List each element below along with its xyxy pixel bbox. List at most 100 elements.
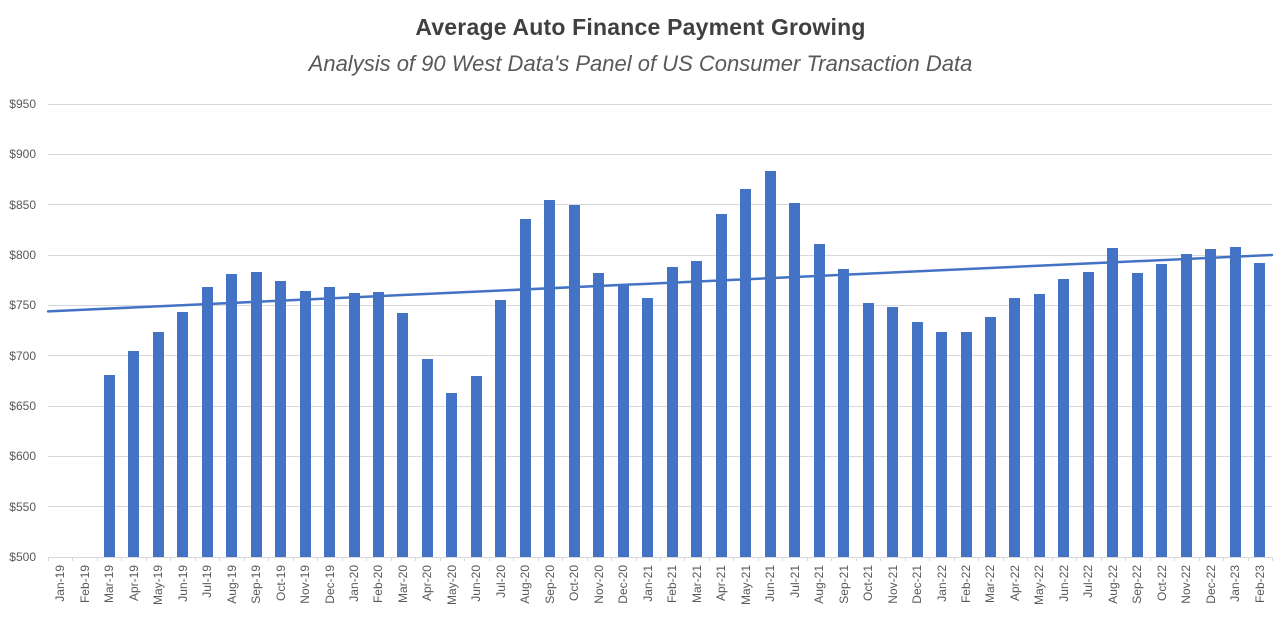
bar-Oct-22 (1156, 264, 1168, 557)
bar-Sep-21 (838, 269, 850, 557)
bar-Jan-21 (642, 298, 654, 557)
x-axis-tick (439, 557, 441, 561)
gridline (48, 204, 1272, 206)
y-axis-label: $700 (9, 348, 36, 363)
x-axis-label: Feb-23 (1252, 565, 1267, 604)
x-axis-tick (415, 557, 417, 561)
x-axis-label: Jun-20 (469, 565, 484, 602)
x-axis-label: Dec-21 (910, 565, 925, 604)
x-axis-tick (586, 557, 588, 561)
x-axis-tick (757, 557, 759, 561)
bar-Oct-20 (568, 204, 580, 557)
x-axis-tick (806, 557, 808, 561)
x-axis-tick (390, 557, 392, 561)
x-axis-tick (1125, 557, 1127, 561)
bar-Jan-23 (1229, 246, 1241, 557)
bar-Oct-21 (862, 303, 874, 557)
bar-Mar-22 (984, 317, 996, 557)
bar-Aug-21 (813, 243, 825, 557)
bar-Dec-20 (617, 284, 629, 557)
x-axis-label: Jun-21 (763, 565, 778, 602)
bar-May-19 (152, 331, 164, 557)
x-axis-tick (562, 557, 564, 561)
x-axis-tick (953, 557, 955, 561)
x-axis-label: May-20 (444, 565, 459, 606)
x-axis-label: Apr-22 (1007, 565, 1022, 602)
x-axis-tick (660, 557, 661, 561)
x-axis-label: Aug-19 (224, 565, 239, 604)
bar-Oct-19 (275, 281, 287, 557)
gridline (48, 153, 1272, 155)
x-axis-tick (170, 557, 172, 561)
x-axis-label: Oct-21 (861, 565, 876, 602)
y-axis-label: $650 (9, 399, 36, 413)
bar-Apr-19 (128, 350, 140, 557)
bar-Jul-20 (495, 300, 507, 557)
bar-Jul-19 (201, 287, 213, 557)
x-axis-label: May-21 (738, 565, 753, 606)
x-axis-label: Jun-22 (1056, 565, 1071, 602)
x-axis-tick (488, 557, 490, 561)
chart-subtitle: Analysis of 90 West Data's Panel of US C… (308, 51, 973, 76)
x-axis-label: Sep-19 (249, 565, 264, 604)
x-axis-label: Oct-20 (567, 565, 582, 602)
x-axis-tick (782, 557, 784, 561)
bar-Sep-22 (1131, 273, 1143, 557)
x-axis-label: Nov-20 (591, 565, 606, 604)
y-axis-label: $750 (9, 298, 36, 313)
x-axis-tick (341, 557, 343, 561)
x-axis-label: Sep-21 (836, 565, 851, 604)
bar-Mar-19 (103, 374, 115, 557)
bar-Feb-21 (666, 267, 678, 557)
bar-May-22 (1033, 294, 1045, 557)
bar-May-21 (740, 188, 752, 557)
x-axis-label: Apr-19 (126, 565, 141, 602)
x-axis-tick (96, 557, 98, 561)
bar-Sep-20 (544, 199, 556, 557)
x-axis-label: Jun-19 (175, 565, 190, 602)
x-axis-label: Aug-20 (518, 565, 533, 604)
bar-Nov-20 (593, 273, 605, 557)
x-axis-tick (855, 557, 857, 561)
x-axis-tick (537, 557, 539, 561)
bar-Nov-21 (887, 307, 899, 557)
x-axis-tick (1247, 557, 1249, 561)
x-axis-tick (635, 557, 637, 561)
y-axis-label: $500 (9, 550, 36, 564)
x-axis-tick (880, 557, 882, 561)
x-axis-tick (268, 557, 270, 561)
x-axis-tick (1198, 557, 1200, 561)
bar-Dec-22 (1205, 248, 1217, 557)
bar-Apr-20 (421, 358, 433, 557)
bar-Aug-19 (226, 274, 238, 557)
x-axis-tick (831, 557, 833, 561)
x-axis-tick (219, 557, 221, 561)
x-axis-label: Jul-21 (787, 565, 802, 598)
x-axis-tick (48, 557, 49, 561)
x-axis-label: Nov-21 (885, 565, 900, 604)
x-axis-tick (292, 557, 294, 561)
x-axis-tick (708, 557, 710, 561)
bar-Feb-20 (372, 292, 384, 557)
x-axis-label: Feb-19 (77, 565, 92, 604)
bar-Sep-19 (250, 272, 262, 557)
x-axis-label: Nov-22 (1179, 565, 1194, 604)
chart-title: Average Auto Finance Payment Growing (415, 14, 866, 40)
bar-Apr-22 (1009, 298, 1021, 557)
x-axis-label: May-22 (1032, 565, 1047, 606)
x-axis-tick (684, 557, 686, 561)
x-axis-label: Jul-19 (200, 565, 215, 598)
bar-Feb-22 (960, 331, 972, 557)
x-axis-tick (1223, 557, 1225, 561)
bar-Aug-22 (1107, 247, 1119, 557)
x-axis-label: Feb-22 (959, 565, 973, 604)
gridline (48, 506, 1272, 508)
plot-area: $950 $900 $850 $800 $750 $700 $650 $600 $550 $500… (9, 97, 1274, 605)
y-axis-label: $950 (9, 97, 36, 111)
bar-Nov-22 (1180, 253, 1192, 557)
x-axis-tick (978, 557, 980, 561)
x-axis-label: Mar-21 (689, 565, 704, 604)
x-axis-label: Dec-19 (322, 565, 337, 604)
x-axis-label: Nov-19 (298, 565, 313, 604)
x-axis-label: Sep-22 (1130, 565, 1145, 604)
